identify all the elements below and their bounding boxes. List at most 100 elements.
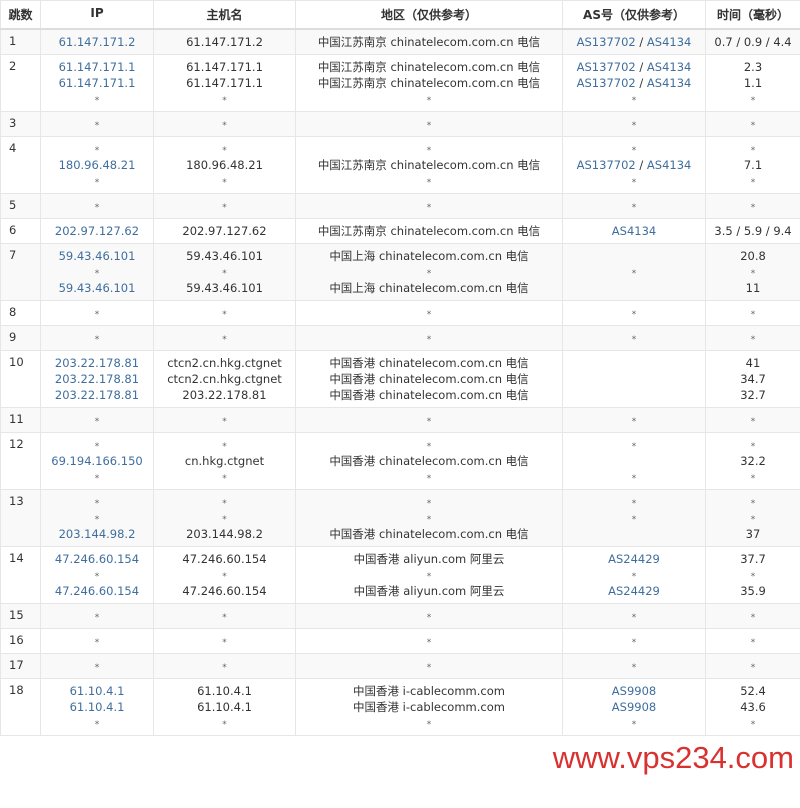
as-link[interactable]: AS24429: [608, 584, 660, 598]
hostname-text: 180.96.48.21: [186, 158, 263, 172]
as-link[interactable]: AS137702: [576, 60, 636, 74]
ip-link[interactable]: 61.147.171.1: [58, 76, 136, 90]
cell-line: 47.246.60.154: [43, 551, 151, 567]
cell-line: *: [156, 437, 293, 453]
cell-line: 中国江苏南京 chinatelecom.com.cn 电信: [298, 157, 560, 173]
ip-link[interactable]: 203.22.178.81: [54, 356, 140, 370]
timeout-star: *: [94, 720, 100, 730]
ip-link[interactable]: 180.96.48.21: [58, 158, 136, 172]
cell-line: 61.147.171.1: [156, 75, 293, 91]
region-cell: 中国江苏南京 chinatelecom.com.cn 电信 中国江苏南京 chin…: [295, 54, 563, 112]
cell-line: AS137702 / AS4134: [565, 157, 703, 173]
as-link[interactable]: AS4134: [646, 158, 692, 172]
as-link[interactable]: AS9908: [611, 684, 657, 698]
region-cell: 中国上海 chinatelecom.com.cn 电信 * 中国上海 chinate…: [295, 243, 563, 301]
ip-link[interactable]: 203.22.178.81: [54, 388, 140, 402]
as-cell: [562, 350, 706, 408]
ip-link[interactable]: 61.147.171.2: [58, 35, 136, 49]
cell-line: *: [708, 567, 798, 583]
cell-line: [565, 280, 703, 296]
timeout-star: *: [426, 474, 432, 484]
hop-number: 1: [0, 28, 41, 55]
cell-line: 中国香港 chinatelecom.com.cn 电信: [298, 453, 560, 469]
timeout-star: *: [222, 474, 227, 484]
cell-line: *: [156, 141, 293, 157]
cell-line: *: [43, 141, 151, 157]
time-cell: 2.3 1.1 *: [705, 54, 800, 112]
cell-line: *: [298, 198, 560, 214]
separator: /: [635, 35, 647, 49]
cell-line: *: [43, 198, 151, 214]
cell-line: 47.246.60.154: [43, 583, 151, 599]
region-cell: *: [295, 193, 563, 219]
ip-link[interactable]: 61.10.4.1: [69, 700, 125, 714]
as-cell: *: [562, 628, 706, 654]
cell-line: *: [43, 116, 151, 132]
as-link[interactable]: AS24429: [608, 552, 660, 566]
cell-line: 203.22.178.81: [156, 387, 293, 403]
as-link[interactable]: AS137702: [576, 35, 636, 49]
cell-line: 20.8: [708, 248, 798, 264]
ip-link[interactable]: 47.246.60.154: [54, 552, 140, 566]
hostname-cell: *: [153, 628, 296, 654]
cell-line: *: [156, 608, 293, 624]
region-text: 中国江苏南京 chinatelecom.com.cn 电信: [317, 224, 541, 238]
timeout-star: *: [222, 310, 227, 320]
ip-cell: 203.22.178.81 203.22.178.81 203.22.178.81: [40, 350, 154, 408]
ip-link[interactable]: 61.10.4.1: [69, 684, 125, 698]
timeout-star: *: [222, 663, 227, 673]
timeout-star: *: [750, 178, 756, 188]
ip-link[interactable]: 203.144.98.2: [58, 527, 136, 541]
as-link[interactable]: AS9908: [611, 700, 657, 714]
cell-line: *: [156, 469, 293, 485]
ip-cell: 61.147.171.1 61.147.171.1 *: [40, 54, 154, 112]
as-link[interactable]: AS4134: [611, 224, 657, 238]
ip-link[interactable]: 59.43.46.101: [58, 281, 136, 295]
hostname-text: 59.43.46.101: [186, 249, 263, 263]
as-cell: *: [562, 111, 706, 137]
table-row: 13 * * 203.144.98.2 * * 203.144.98.2 * * 中国香港 chi…: [0, 489, 800, 547]
hostname-cell: *: [153, 407, 296, 433]
cell-line: 203.22.178.81: [43, 387, 151, 403]
cell-line: 1.1: [708, 75, 798, 91]
region-cell: * 中国香港 chinatelecom.com.cn 电信 *: [295, 432, 563, 490]
ip-link[interactable]: 69.194.166.150: [51, 454, 143, 468]
ip-link[interactable]: 203.22.178.81: [54, 372, 140, 386]
cell-line: 59.43.46.101: [156, 248, 293, 264]
hop-number: 3: [0, 111, 41, 137]
hostname-cell: * cn.hkg.ctgnet *: [153, 432, 296, 490]
region-text: 中国香港 chinatelecom.com.cn 电信: [329, 388, 529, 402]
cell-line: *: [298, 141, 560, 157]
cell-line: *: [708, 305, 798, 321]
as-link[interactable]: AS4134: [646, 76, 692, 90]
time-text: 37: [745, 527, 761, 541]
ip-link[interactable]: 202.97.127.62: [54, 224, 140, 238]
cell-line: 203.22.178.81: [43, 355, 151, 371]
header-time: 时间（毫秒）: [705, 0, 800, 30]
as-cell: *: [562, 407, 706, 433]
ip-link[interactable]: 59.43.46.101: [58, 249, 136, 263]
ip-cell: 202.97.127.62: [40, 218, 154, 244]
as-link[interactable]: AS137702: [576, 76, 636, 90]
as-link[interactable]: AS4134: [646, 35, 692, 49]
region-text: 中国香港 aliyun.com 阿里云: [353, 552, 505, 566]
region-cell: * * 中国香港 chinatelecom.com.cn 电信: [295, 489, 563, 547]
cell-line: *: [708, 608, 798, 624]
separator: /: [635, 76, 647, 90]
time-cell: *: [705, 111, 800, 137]
cell-line: *: [43, 715, 151, 731]
region-text: 中国香港 chinatelecom.com.cn 电信: [329, 527, 529, 541]
ip-link[interactable]: 47.246.60.154: [54, 584, 140, 598]
hostname-cell: 61.147.171.2: [153, 28, 296, 55]
hop-number: 15: [0, 603, 41, 629]
as-link[interactable]: AS137702: [576, 158, 636, 172]
cell-line: 61.147.171.2: [43, 34, 151, 50]
as-link[interactable]: AS4134: [646, 60, 692, 74]
time-cell: *: [705, 325, 800, 351]
timeout-star: *: [750, 335, 756, 345]
ip-link[interactable]: 61.147.171.1: [58, 60, 136, 74]
timeout-star: *: [750, 417, 756, 427]
hop-number: 14: [0, 546, 41, 604]
watermark: www.vps234.com: [552, 740, 794, 775]
cell-line: *: [298, 658, 560, 674]
